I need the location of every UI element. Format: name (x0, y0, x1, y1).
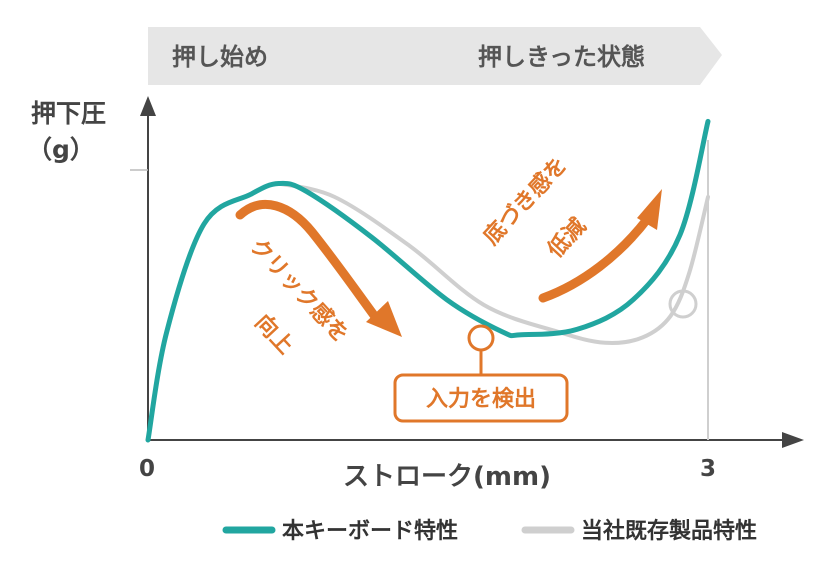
legend-label-new: 本キーボード特性 (282, 518, 458, 544)
bottoming-arrowhead (637, 189, 662, 230)
y-axis-label-line1: 押下圧 (31, 99, 106, 128)
series-line-new-keyboard (145, 118, 711, 443)
click-feel-text-2: 向上 (250, 309, 299, 359)
input-detect-label: 入力を検出 (426, 387, 536, 412)
banner-start-label: 押し始め (172, 43, 268, 71)
bottoming-text-2: 低減 (542, 214, 591, 264)
series-line-existing-product (276, 181, 710, 346)
click-feel-arrow (235, 200, 381, 323)
stroke-progress-banner (148, 27, 722, 85)
bottoming-arrow (538, 213, 653, 303)
x-tick-label-0: 0 (139, 456, 155, 482)
x-axis-arrow (782, 432, 804, 448)
banner-end-label: 押しきった状態 (478, 43, 645, 71)
x-axis-label: ストローク(mm) (343, 462, 551, 492)
y-axis-arrow (140, 96, 156, 116)
legend-label-existing: 当社既存製品特性 (581, 518, 757, 544)
input-detect-marker (467, 324, 495, 352)
input-detect-box (393, 373, 569, 423)
x-tick-label-3: 3 (700, 456, 716, 482)
existing-product-marker (668, 289, 698, 319)
click-feel-arrowhead (366, 301, 402, 337)
y-axis-label-line2: （g） (27, 135, 95, 164)
